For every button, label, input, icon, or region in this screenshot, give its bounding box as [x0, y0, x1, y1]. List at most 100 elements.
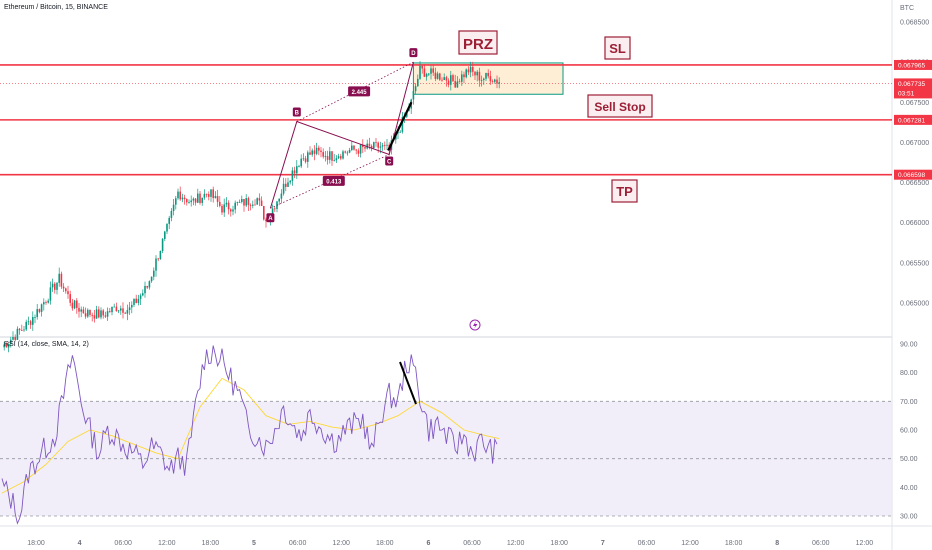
pattern-point-a[interactable]: A	[266, 213, 275, 223]
candle-body	[258, 198, 261, 201]
candle-body	[159, 250, 162, 259]
time-tick-label: 18:00	[27, 540, 45, 547]
candle-body	[128, 307, 131, 311]
candle-body	[124, 312, 126, 314]
prz-annotation[interactable]: PRZ	[458, 30, 498, 55]
candle-body	[344, 151, 346, 153]
candle-body	[69, 294, 71, 303]
candle-body	[40, 304, 43, 312]
candle-body	[399, 131, 401, 133]
candle-body	[223, 204, 225, 213]
candle-body	[93, 315, 96, 319]
candle-body	[428, 73, 430, 75]
candle-body	[73, 300, 76, 309]
candle-body	[225, 202, 228, 205]
tp-label: TP	[616, 184, 633, 199]
pattern-point-c[interactable]: C	[385, 156, 394, 166]
candle-body	[212, 189, 214, 199]
ratio-badge-ac[interactable]: 0.413	[322, 175, 345, 186]
candle-body	[43, 302, 45, 305]
candle-body	[175, 198, 177, 205]
candle-body	[359, 144, 362, 154]
candle-body	[144, 285, 146, 294]
level-lines[interactable]	[0, 64, 892, 176]
candle-body	[430, 68, 432, 74]
candle-body	[87, 309, 89, 317]
candle-body	[483, 78, 485, 80]
sell-stop-label: Sell Stop	[594, 100, 645, 114]
candle-body	[333, 160, 335, 162]
candle-body	[234, 202, 236, 210]
candle-body	[362, 144, 364, 148]
candle-body	[49, 287, 52, 301]
rsi-band-lines	[0, 400, 892, 517]
candle-body	[463, 74, 465, 78]
candle-body	[78, 307, 80, 312]
candle-body	[326, 156, 329, 160]
pattern-point-d[interactable]: D	[409, 48, 418, 58]
candle-body	[461, 74, 463, 82]
candle-body	[214, 196, 217, 199]
time-axis[interactable]: 18:00 4 06:00 12:00 18:00 5 06:00 12:00 18:00 6 06…	[27, 540, 873, 547]
rsi-divergence-line[interactable]	[399, 361, 417, 405]
price-tick-label: 0.068500	[900, 20, 929, 27]
candle-body	[293, 170, 296, 174]
candle-body	[137, 298, 140, 303]
candle-body	[320, 150, 322, 153]
candle-body	[318, 147, 320, 151]
candle-body	[34, 317, 36, 318]
prz-zone[interactable]	[412, 62, 564, 95]
candle-body	[373, 142, 375, 149]
pattern-point-label: D	[411, 51, 416, 57]
candle-body	[183, 197, 186, 200]
candle-body	[95, 309, 98, 319]
rsi-axis[interactable]: 90.00 80.00 70.00 60.00 50.00 40.00 30.00	[900, 342, 918, 521]
candle-body	[104, 315, 107, 317]
pattern-legs[interactable]	[269, 62, 414, 209]
time-tick-label: 18:00	[376, 540, 394, 547]
pattern-point-label: A	[268, 216, 273, 222]
candle-body	[329, 151, 331, 160]
candle-body	[54, 283, 56, 290]
candle-body	[467, 69, 470, 73]
rsi-tick-label: 50.00	[900, 456, 918, 463]
candle-body	[368, 143, 371, 146]
sl-annotation[interactable]: SL	[604, 36, 631, 60]
candle-body	[230, 209, 232, 212]
candle-body	[170, 211, 173, 218]
candle-body	[247, 198, 250, 205]
pattern-point-b[interactable]: B	[292, 107, 301, 117]
price-tag-label: 0.067281	[898, 117, 925, 124]
rsi-tick-label: 90.00	[900, 342, 918, 349]
candle-body	[439, 73, 441, 80]
ratio-badge-bd[interactable]: 2.445	[348, 86, 371, 97]
time-tick-label: 8	[775, 540, 779, 547]
lightning-icon[interactable]	[469, 319, 481, 331]
candle-body	[168, 217, 170, 224]
harmonic-pattern[interactable]: A B C D 0.413 2.445	[266, 48, 418, 223]
candle-body	[298, 166, 300, 168]
time-tick-label: 06:00	[812, 540, 830, 547]
tp-annotation[interactable]: TP	[611, 179, 638, 203]
sell-stop-annotation[interactable]: Sell Stop	[587, 94, 653, 118]
candle-body	[458, 81, 461, 83]
rsi-tick-label: 70.00	[900, 399, 918, 406]
candle-body	[166, 223, 168, 232]
candle-body	[417, 78, 419, 87]
candle-body	[384, 145, 386, 146]
time-tick-label: 06:00	[638, 540, 656, 547]
cd-trend-line[interactable]	[387, 101, 413, 151]
candle-body	[126, 310, 129, 314]
price-tick-label: 0.065000	[900, 301, 929, 308]
candle-body	[364, 147, 366, 149]
candle-body	[47, 300, 49, 303]
time-tick-label: 12:00	[332, 540, 350, 547]
candle-body	[5, 344, 8, 348]
time-tick-label: 4	[78, 540, 82, 547]
candle-body	[172, 204, 175, 212]
price-tags: 0.067965 0.067735 03:51 0.067281 0.066598	[894, 59, 932, 180]
candle-body	[282, 183, 285, 194]
candle-body	[142, 293, 144, 296]
candle-body	[302, 158, 305, 160]
